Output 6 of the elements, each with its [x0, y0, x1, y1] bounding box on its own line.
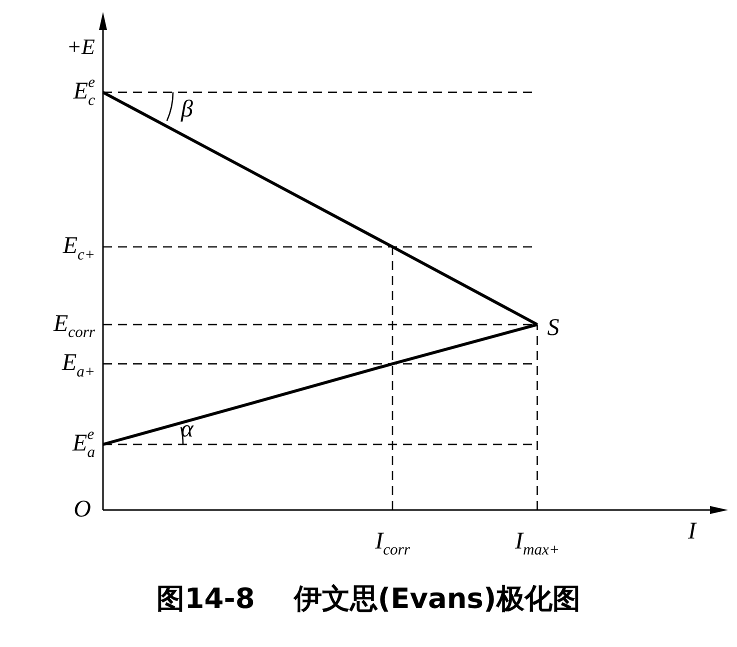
annotation: S [547, 314, 560, 341]
text: 图14-8 伊文思(Evans)极化图 [156, 581, 582, 617]
text: O [74, 496, 92, 522]
x-axis-title: I [687, 518, 698, 544]
annotation: β [180, 96, 194, 123]
y-axis-title: +E [66, 34, 96, 59]
